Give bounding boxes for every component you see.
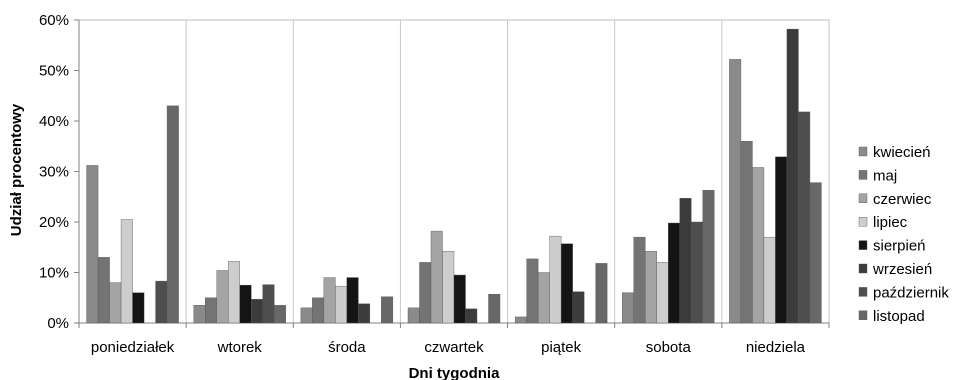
x-tick-label: wtorek xyxy=(217,339,263,356)
bar xyxy=(656,262,669,324)
y-axis-ticks: 0% 10% 20% 30% 40% 50% 60% xyxy=(39,12,79,332)
bar xyxy=(775,156,788,324)
bar xyxy=(526,258,539,324)
bar xyxy=(488,294,501,324)
legend-label: wrzesień xyxy=(872,261,932,278)
bar xyxy=(155,280,168,324)
legend-swatch xyxy=(858,193,868,204)
bar xyxy=(193,305,206,324)
bar xyxy=(381,296,394,324)
bar xyxy=(312,297,325,324)
bar xyxy=(132,292,145,324)
bar xyxy=(335,285,348,324)
legend-swatch xyxy=(858,287,868,297)
bar xyxy=(166,105,179,324)
bar xyxy=(453,274,466,324)
y-tick-label: 20% xyxy=(39,214,69,231)
bar xyxy=(323,277,336,324)
legend-swatch xyxy=(858,146,868,157)
bar xyxy=(251,299,263,324)
bar xyxy=(228,261,240,324)
bar xyxy=(537,272,550,324)
bar xyxy=(572,291,585,324)
bar xyxy=(668,222,680,324)
x-tick-label: środa xyxy=(328,339,366,356)
bar xyxy=(97,257,110,324)
legend-label: listopad xyxy=(873,308,925,325)
bar xyxy=(239,284,252,324)
bar xyxy=(465,308,478,324)
x-tick-label: sobota xyxy=(646,339,692,356)
y-axis-title: Udział procentowy xyxy=(8,103,25,236)
legend-swatch xyxy=(858,170,868,180)
bar xyxy=(262,284,275,324)
bar xyxy=(702,189,715,324)
bar xyxy=(216,270,229,324)
bar xyxy=(752,167,765,324)
bar xyxy=(430,230,443,324)
legend-swatch xyxy=(858,240,868,250)
bar xyxy=(798,111,811,324)
legend-label: lipiec xyxy=(873,214,908,231)
bar xyxy=(809,182,822,324)
bar xyxy=(120,219,133,324)
y-tick-label: 10% xyxy=(39,265,69,282)
bar xyxy=(633,236,646,324)
bar xyxy=(786,28,799,324)
bar xyxy=(205,297,217,324)
y-tick-label: 30% xyxy=(39,164,69,181)
bar xyxy=(346,277,359,324)
legend: kwiecień maj czerwiec lipiec sierpień wrzesie… xyxy=(858,144,949,325)
x-axis-title: Dni tygodnia xyxy=(409,365,500,380)
legend-swatch xyxy=(858,263,868,274)
bar xyxy=(560,243,573,324)
legend-label: sierpień xyxy=(873,238,926,255)
y-tick-label: 50% xyxy=(39,63,69,80)
bar xyxy=(514,316,527,324)
legend-swatch xyxy=(858,310,868,320)
bar xyxy=(763,236,776,324)
bar xyxy=(740,140,753,324)
x-tick-label: piątek xyxy=(541,339,582,356)
bar xyxy=(109,282,122,324)
bar xyxy=(622,292,634,324)
bar xyxy=(274,305,286,324)
y-tick-label: 40% xyxy=(39,113,69,130)
bar xyxy=(729,59,742,324)
bar xyxy=(407,307,420,324)
bar xyxy=(442,251,455,324)
x-tick-label: czwartek xyxy=(424,339,484,356)
legend-label: maj xyxy=(873,167,897,184)
legend-label: czerwiec xyxy=(873,191,932,208)
x-axis-ticks: poniedziałek wtorek środa czwartek piątek sob… xyxy=(78,323,830,356)
y-tick-label: 0% xyxy=(47,315,69,332)
x-tick-label: niedziela xyxy=(746,339,806,356)
bar xyxy=(419,262,432,324)
bars-group xyxy=(86,28,822,324)
x-tick-label: poniedziałek xyxy=(91,339,175,356)
bar xyxy=(86,165,99,324)
bar xyxy=(300,307,313,324)
bar xyxy=(679,198,692,324)
y-tick-label: 60% xyxy=(39,12,69,29)
bar xyxy=(645,251,657,324)
legend-label: kwiecień xyxy=(873,144,931,161)
bar xyxy=(595,263,608,324)
legend-label: październik xyxy=(873,284,949,301)
bar xyxy=(549,235,562,324)
legend-swatch xyxy=(858,216,868,227)
bar xyxy=(691,221,703,324)
bar xyxy=(358,303,371,324)
